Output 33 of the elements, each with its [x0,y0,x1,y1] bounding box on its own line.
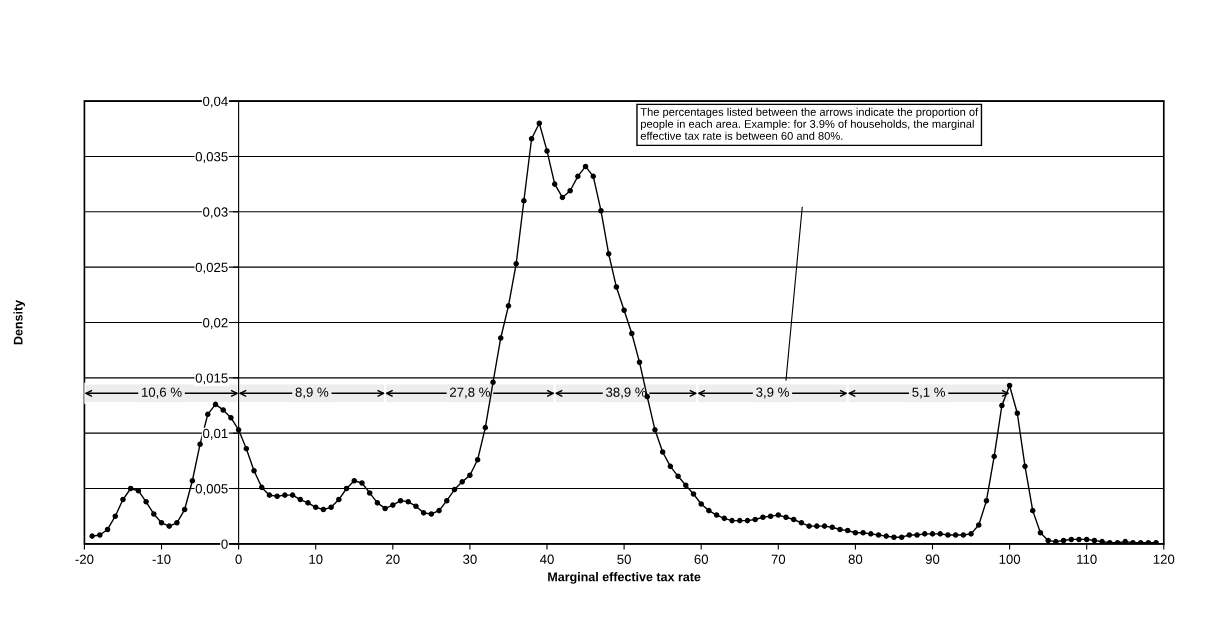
x-tick-label: -10 [152,554,171,564]
band-label: 27,8 % [450,387,490,399]
band-label: 8,9 % [295,387,329,399]
y-axis-title: Density [13,299,26,345]
y-tick-label: 0,02 [203,318,228,329]
x-axis-title: Marginal effective tax rate [548,572,701,584]
x-tick-label: 120 [1153,554,1175,564]
x-tick-label: 40 [539,554,554,564]
x-tick-label: 30 [463,554,477,564]
y-tick-label: 0 [221,539,228,549]
x-tick-label: 100 [999,554,1021,564]
x-tick-label: 90 [925,554,940,564]
x-tick-label: 10 [309,554,323,564]
annotation: The percentages listed between the arrows indicate the proportion of people in each area. Example: for 3.9% of households, the marginal effective tax rate is between 60 and 80%. [640,107,979,140]
y-tick-label: 0,03 [203,207,228,219]
y-tick-label: 0,04 [203,96,228,108]
x-tick-label: -20 [75,554,94,564]
band-label: 3,9 % [756,387,789,399]
x-tick-label: 110 [1077,554,1097,564]
x-tick-label: 60 [694,554,709,564]
y-tick-label: 0,035 [195,152,228,163]
y-tick-label: 0,025 [195,262,228,274]
x-tick-label: 80 [848,554,863,564]
y-tick-label: 0,01 [203,428,228,440]
y-tick-label: 0,015 [195,373,228,385]
x-tick-label: 20 [386,554,400,564]
band-label: 10,6 % [141,387,182,399]
y-tick-label: 0,005 [195,484,228,495]
band-label: 38,9 % [606,387,647,399]
x-tick-label: 0 [235,554,242,564]
x-tick-label: 70 [771,554,786,564]
x-tick-label: 50 [617,554,631,564]
band-label: 5,1 % [912,387,946,399]
